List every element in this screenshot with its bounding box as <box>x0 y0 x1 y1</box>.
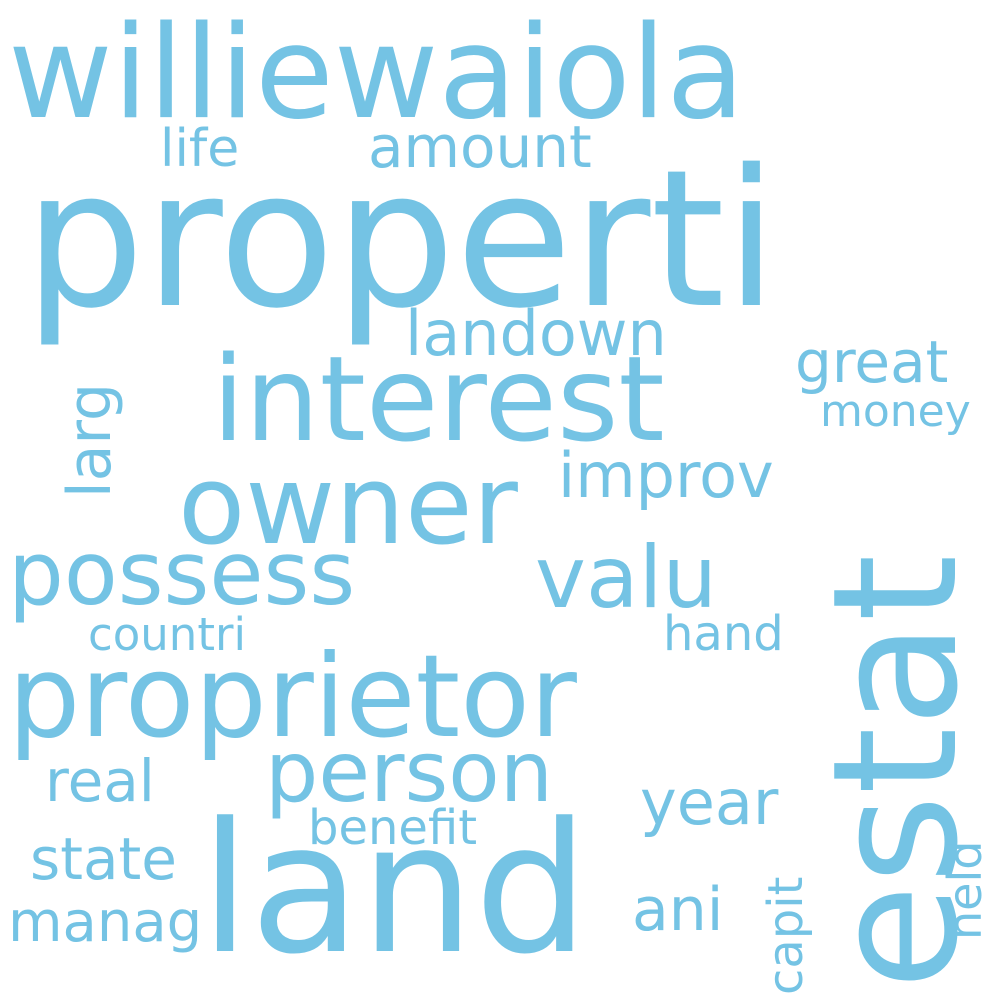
word-proprietor: proprietor <box>8 630 577 763</box>
word-larg: larg <box>55 382 125 498</box>
word-landown: landown <box>405 297 667 370</box>
word-amount: amount <box>368 113 592 181</box>
word-possess: possess <box>8 522 356 625</box>
word-year: year <box>640 766 779 839</box>
word-ani: ani <box>632 875 724 945</box>
word-owner: owner <box>178 441 518 569</box>
word-money: money <box>820 386 971 437</box>
word-land: land <box>200 785 589 994</box>
word-life: life <box>160 119 240 179</box>
word-real: real <box>45 747 155 815</box>
word-held: held <box>938 840 992 940</box>
word-manag: manag <box>8 890 203 955</box>
word-interest: interest <box>212 330 665 468</box>
word-properti: properti <box>24 129 778 350</box>
word-valu: valu <box>535 528 717 628</box>
word-capit: capit <box>758 876 814 995</box>
word-hand: hand <box>663 606 784 662</box>
word-countri: countri <box>88 608 246 661</box>
word-williewaiola: williewaiola <box>8 0 745 148</box>
word-improv: improv <box>558 439 774 512</box>
word-state: state <box>30 825 177 893</box>
word-great: great <box>795 328 949 396</box>
word-person: person <box>265 723 553 821</box>
word-benefit: benefit <box>308 800 478 856</box>
